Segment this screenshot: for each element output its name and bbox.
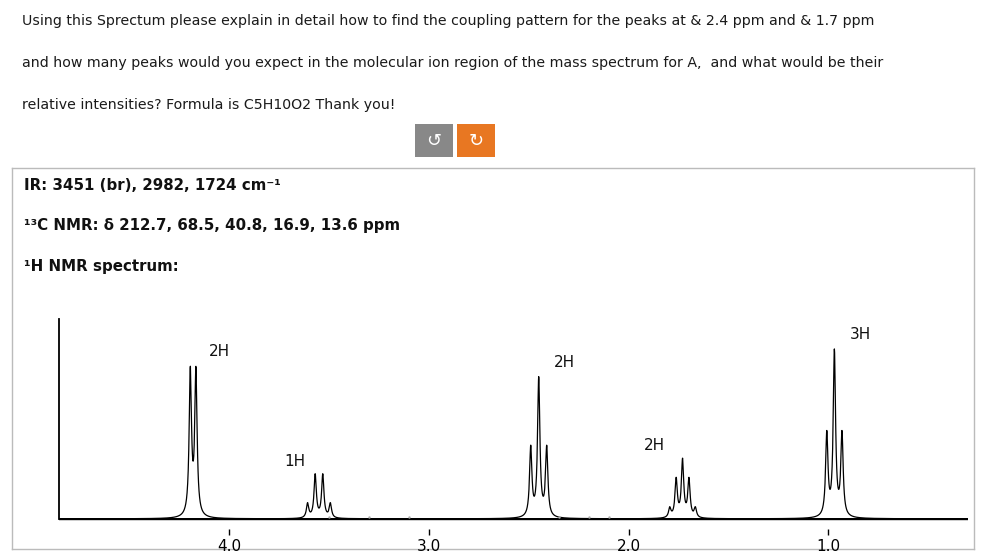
Text: 3H: 3H xyxy=(850,327,871,342)
Text: 2H: 2H xyxy=(208,344,229,360)
Text: ↻: ↻ xyxy=(468,132,484,150)
Text: IR: 3451 (br), 2982, 1724 cm⁻¹: IR: 3451 (br), 2982, 1724 cm⁻¹ xyxy=(25,178,282,193)
Text: 2H: 2H xyxy=(554,354,575,370)
Text: Using this Sprectum please explain in detail how to find the coupling pattern fo: Using this Sprectum please explain in de… xyxy=(22,14,874,28)
Text: ↺: ↺ xyxy=(426,132,442,150)
Text: ¹³C NMR: δ 212.7, 68.5, 40.8, 16.9, 13.6 ppm: ¹³C NMR: δ 212.7, 68.5, 40.8, 16.9, 13.6… xyxy=(25,217,400,232)
Text: relative intensities? Formula is C5H10O2 Thank you!: relative intensities? Formula is C5H10O2… xyxy=(22,98,395,112)
X-axis label: ppm: ppm xyxy=(497,558,531,560)
Text: ¹H NMR spectrum:: ¹H NMR spectrum: xyxy=(25,259,179,274)
Text: 1H: 1H xyxy=(285,454,305,469)
Text: 2H: 2H xyxy=(644,438,665,453)
Text: and how many peaks would you expect in the molecular ion region of the mass spec: and how many peaks would you expect in t… xyxy=(22,56,883,70)
